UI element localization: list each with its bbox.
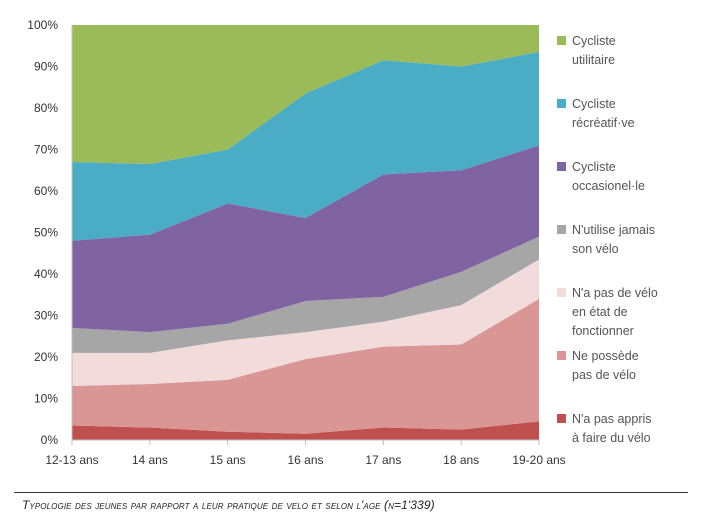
y-tick-label: 100% [27, 18, 58, 32]
y-tick-label: 50% [34, 226, 58, 240]
legend-label: Cycliste récréatif·ve [572, 97, 635, 130]
x-tick-labels: 12-13 ans 14 ans 15 ans 16 ans 17 ans 18 ans 1… [45, 440, 566, 467]
y-tick-label: 70% [34, 143, 58, 157]
legend-swatch [557, 225, 566, 234]
x-tick-label: 19-20 ans [512, 453, 565, 467]
legend: Cycliste utilitaire Cycliste récréatif·ve Cy… [557, 34, 658, 445]
legend-label: Ne possède pas de vélo [572, 349, 639, 382]
y-tick-label: 80% [34, 101, 58, 115]
x-tick-label: 18 ans [443, 453, 479, 467]
area-series-4 [72, 145, 539, 333]
area-series-2 [72, 259, 539, 387]
stacked-area-chart: 0% 10% 20% 30% 40% 50% 60% 70% 80% 90% 100% 12-13 … [27, 18, 658, 467]
y-tick-label: 60% [34, 184, 58, 198]
legend-swatch [557, 351, 566, 360]
caption-divider [14, 492, 688, 493]
y-tick-label: 10% [34, 392, 58, 406]
x-tick-label: 12-13 ans [45, 453, 98, 467]
x-tick-label: 14 ans [132, 453, 168, 467]
area-series-6 [72, 25, 539, 165]
legend-label: N'a pas de vélo en état de fonctionner [572, 286, 658, 338]
x-tick-label: 15 ans [210, 453, 246, 467]
legend-swatch [557, 414, 566, 423]
y-tick-labels: 0% 10% 20% 30% 40% 50% 60% 70% 80% 90% 100% [27, 18, 58, 447]
legend-swatch [557, 36, 566, 45]
area-series-0 [72, 421, 539, 440]
x-tick-label: 16 ans [287, 453, 323, 467]
y-tick-label: 90% [34, 60, 58, 74]
area-series-1 [72, 298, 539, 434]
legend-swatch [557, 288, 566, 297]
legend-label: N'a pas appris à faire du vélo [572, 412, 652, 445]
figure-caption: Typologie des jeunes par rapport a leur … [22, 498, 435, 512]
y-tick-label: 20% [34, 350, 58, 364]
legend-label: N'utilise jamais son vélo [572, 223, 655, 256]
x-tick-label: 17 ans [365, 453, 401, 467]
area-series-3 [72, 236, 539, 353]
y-tick-label: 0% [41, 433, 59, 447]
legend-label: Cycliste occasionel·le [572, 160, 645, 193]
y-tick-label: 40% [34, 267, 58, 281]
area-series-group [72, 25, 539, 440]
legend-swatch [557, 162, 566, 171]
y-tick-label: 30% [34, 309, 58, 323]
legend-swatch [557, 99, 566, 108]
area-series-5 [72, 51, 539, 241]
legend-label: Cycliste utilitaire [572, 34, 616, 67]
